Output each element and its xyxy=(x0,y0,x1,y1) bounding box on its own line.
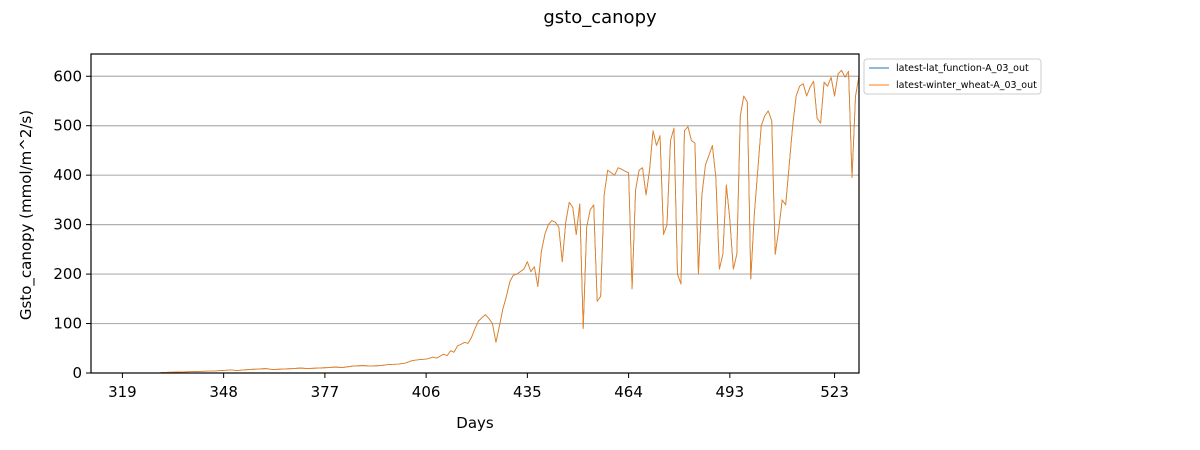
gridlines xyxy=(91,75,859,325)
y-tick-label-3: 300 xyxy=(53,216,82,234)
legend-box xyxy=(863,58,1042,95)
legend: latest-lat_function-A_03_out latest-wint… xyxy=(863,58,1042,95)
x-tick-label-1: 348 xyxy=(209,383,238,401)
chart-title: gsto_canopy xyxy=(543,7,657,28)
legend-label-1: latest-lat_function-A_03_out xyxy=(896,63,1029,74)
x-axis: 319 348 377 406 435 464 493 523 xyxy=(108,373,849,401)
x-tick-label-0: 319 xyxy=(108,383,137,401)
y-tick-label-1: 100 xyxy=(53,315,82,333)
x-tick-label-6: 493 xyxy=(716,383,745,401)
y-tick-label-6: 600 xyxy=(53,67,82,85)
y-tick-label-4: 400 xyxy=(53,166,82,184)
y-axis: 0 100 200 300 400 500 600 xyxy=(53,67,91,382)
legend-label-2: latest-winter_wheat-A_03_out xyxy=(896,80,1037,91)
y-tick-label-0: 0 xyxy=(72,364,82,382)
x-tick-label-5: 464 xyxy=(614,383,643,401)
series-line-2 xyxy=(160,69,860,373)
y-tick-label-2: 200 xyxy=(53,265,82,283)
plot-frame xyxy=(90,53,860,374)
y-tick-label-5: 500 xyxy=(53,117,82,135)
x-tick-label-2: 377 xyxy=(311,383,340,401)
x-axis-label: Days xyxy=(456,414,494,432)
series-layer xyxy=(160,69,860,373)
x-tick-label-3: 406 xyxy=(412,383,441,401)
x-tick-label-4: 435 xyxy=(513,383,542,401)
x-tick-label-7: 523 xyxy=(820,383,849,401)
y-axis-label: Gsto_canopy (mmol/m^2/s) xyxy=(17,110,36,320)
